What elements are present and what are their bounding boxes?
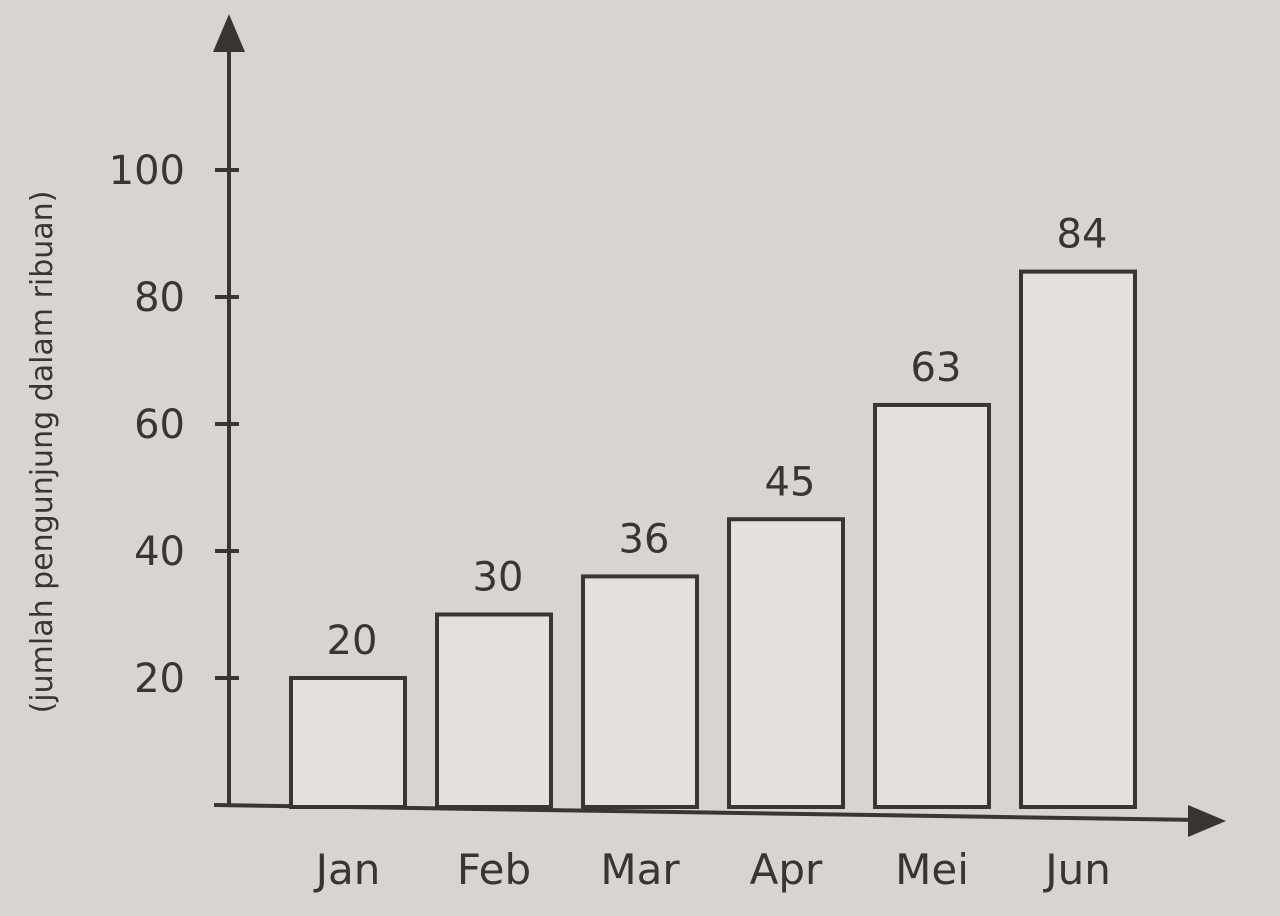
data-label: 63 [911,345,962,391]
y-tick-label: 40 [134,529,185,575]
data-label: 20 [327,618,378,664]
bars [289,269,1137,810]
bar-feb [435,612,553,809]
y-tick-label: 80 [134,275,185,321]
x-axis-arrow [1188,805,1226,837]
y-ticks: 20 40 60 80 100 [109,148,239,702]
x-tick-label: Mar [600,845,680,894]
y-tick-label: 100 [109,148,185,194]
bar-jan [289,676,407,809]
y-axis-arrow [213,14,245,52]
y-tick-label: 60 [134,402,185,448]
x-tick-label: Apr [750,845,823,894]
x-tick-label: Mei [895,845,969,894]
data-label: 30 [473,555,524,601]
x-tick-label: Feb [457,845,531,894]
x-tick-label: Jan [313,845,381,894]
data-label: 84 [1057,212,1108,258]
bar-mei [873,402,991,809]
x-labels: Jan Feb Mar Apr Mei Jun [313,845,1111,894]
data-label: 45 [765,459,816,505]
y-tick-label: 20 [134,656,185,702]
data-labels: 20 30 36 45 63 84 [327,212,1108,664]
bar-mar [581,574,699,810]
y-axis-title: (jumlah pengunjung dalam ribuan) [25,191,60,714]
data-label: 36 [619,516,670,562]
bar-jun [1019,269,1137,810]
x-tick-label: Jun [1042,845,1111,894]
bar-apr [727,517,845,809]
